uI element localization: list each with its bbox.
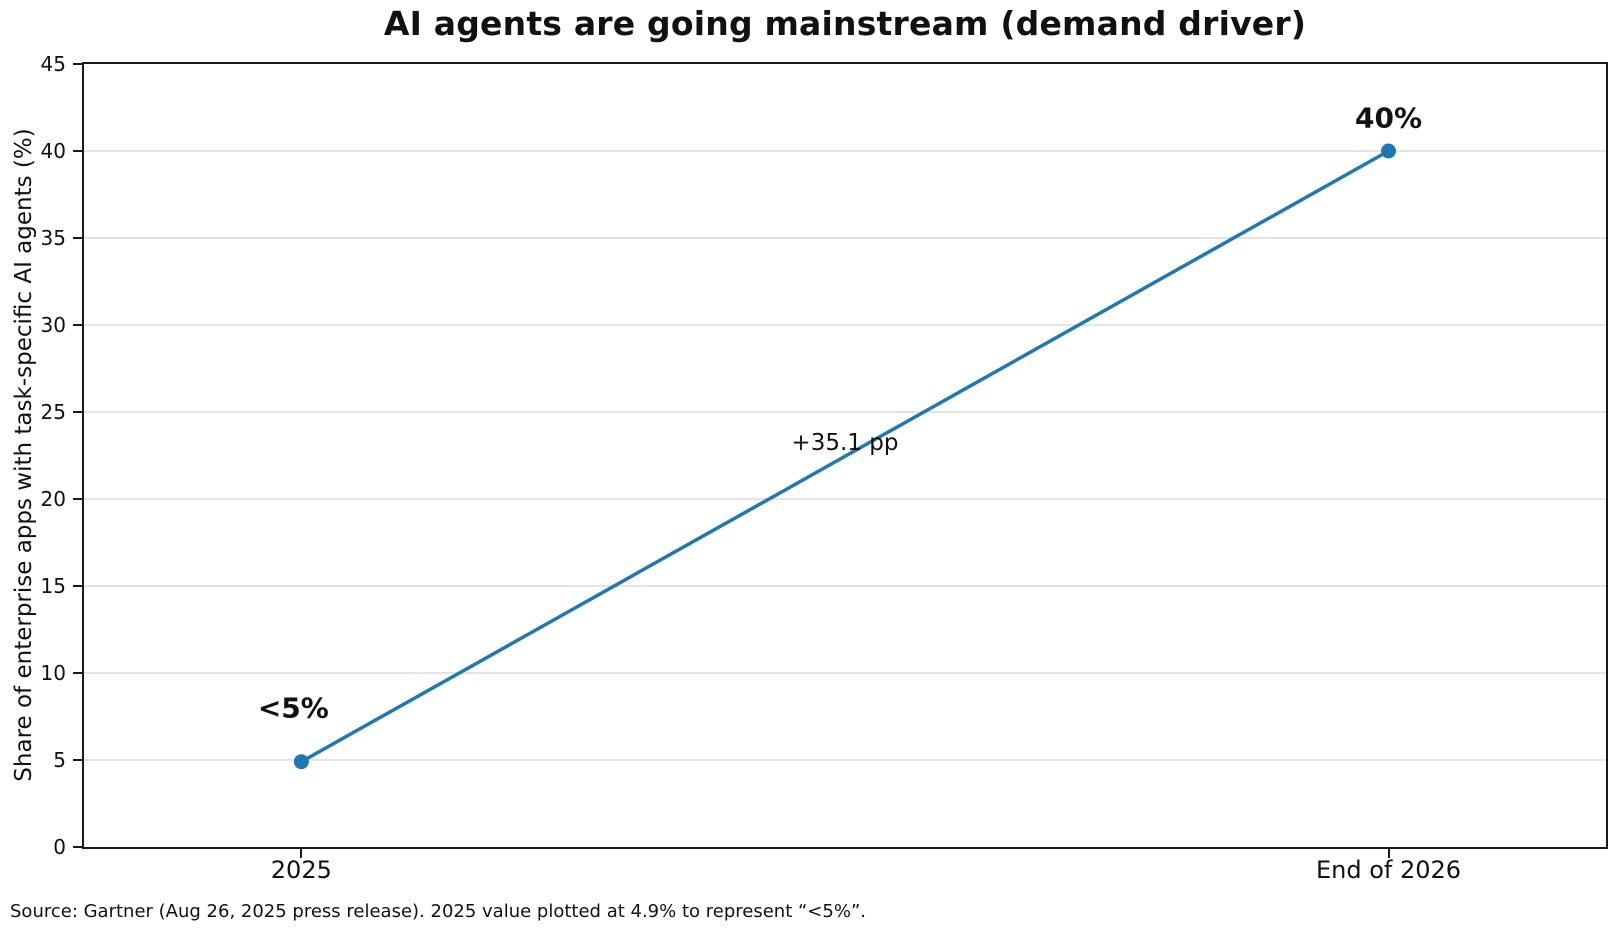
y-tick-label-0: 0	[53, 835, 66, 859]
plot-area: <5% 40% +35.1 pp	[82, 62, 1608, 849]
y-tick-mark-5	[73, 759, 82, 761]
y-tick-label-15: 15	[40, 574, 66, 598]
gridline-y-25	[84, 411, 1606, 413]
data-point-marker-1	[1381, 143, 1397, 159]
y-tick-label-25: 25	[40, 400, 66, 424]
gridline-y-30	[84, 324, 1606, 326]
y-tick-mark-30	[73, 324, 82, 326]
x-tick-mark-1	[1387, 849, 1390, 858]
y-tick-mark-0	[73, 846, 82, 848]
y-tick-mark-45	[73, 63, 82, 65]
source-note: Source: Gartner (Aug 26, 2025 press rele…	[10, 901, 866, 922]
y-tick-mark-15	[73, 585, 82, 587]
data-point-marker-0	[293, 754, 309, 770]
y-tick-mark-10	[73, 672, 82, 674]
gridline-y-10	[84, 672, 1606, 674]
y-tick-label-30: 30	[40, 313, 66, 337]
gridline-y-20	[84, 498, 1606, 500]
value-label-end-2026: 40%	[1354, 101, 1423, 135]
y-tick-label-20: 20	[40, 487, 66, 511]
gridline-y-40	[84, 150, 1606, 152]
y-tick-label-40: 40	[40, 139, 66, 163]
x-tick-label-1: End of 2026	[1315, 856, 1462, 884]
y-tick-mark-20	[73, 498, 82, 500]
gridline-y-5	[84, 759, 1606, 761]
y-tick-mark-25	[73, 411, 82, 413]
y-tick-label-10: 10	[40, 661, 66, 685]
value-label-2025: <5%	[257, 691, 329, 725]
gridline-y-15	[84, 585, 1606, 587]
y-tick-mark-35	[73, 237, 82, 239]
y-tick-label-35: 35	[40, 226, 66, 250]
delta-annotation: +35.1 pp	[791, 430, 899, 457]
y-tick-label-45: 45	[40, 52, 66, 76]
y-tick-label-5: 5	[53, 748, 66, 772]
x-tick-label-0: 2025	[270, 856, 332, 884]
trend-line-layer	[293, 143, 1397, 770]
x-tick-mark-0	[300, 849, 303, 858]
y-tick-mark-40	[73, 150, 82, 152]
chart-title: AI agents are going mainstream (demand d…	[383, 4, 1307, 43]
trend-line	[300, 149, 1390, 764]
gridline-y-35	[84, 237, 1606, 239]
